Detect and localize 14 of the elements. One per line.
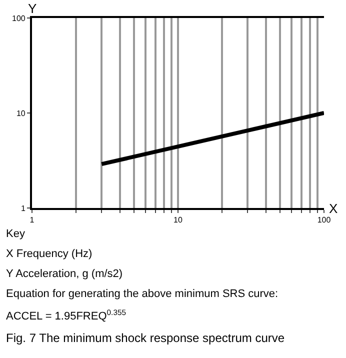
text: Fig. 7 The minimum shock response spectrum curve	[6, 331, 285, 345]
text: ACCEL = 1.95FREQ$^{0.355}$	[6, 308, 126, 323]
x-tick-label: 1	[30, 216, 35, 225]
x-tick-label: 100	[317, 216, 332, 225]
y-axis-title: Y	[28, 1, 37, 16]
text: X Frequency (Hz)	[6, 248, 92, 260]
text: Key	[6, 228, 26, 240]
text: Equation for generating the above minimum SRS curve:	[6, 288, 278, 300]
y-tick-label: 10	[16, 108, 26, 118]
y-tick-label: 100	[12, 14, 26, 23]
x-tick-label: 10	[174, 216, 183, 225]
text: Y Acceleration, g (m/s2)	[6, 268, 123, 280]
y-tick-label: 1	[20, 204, 26, 213]
x-axis-title: X	[329, 201, 338, 216]
